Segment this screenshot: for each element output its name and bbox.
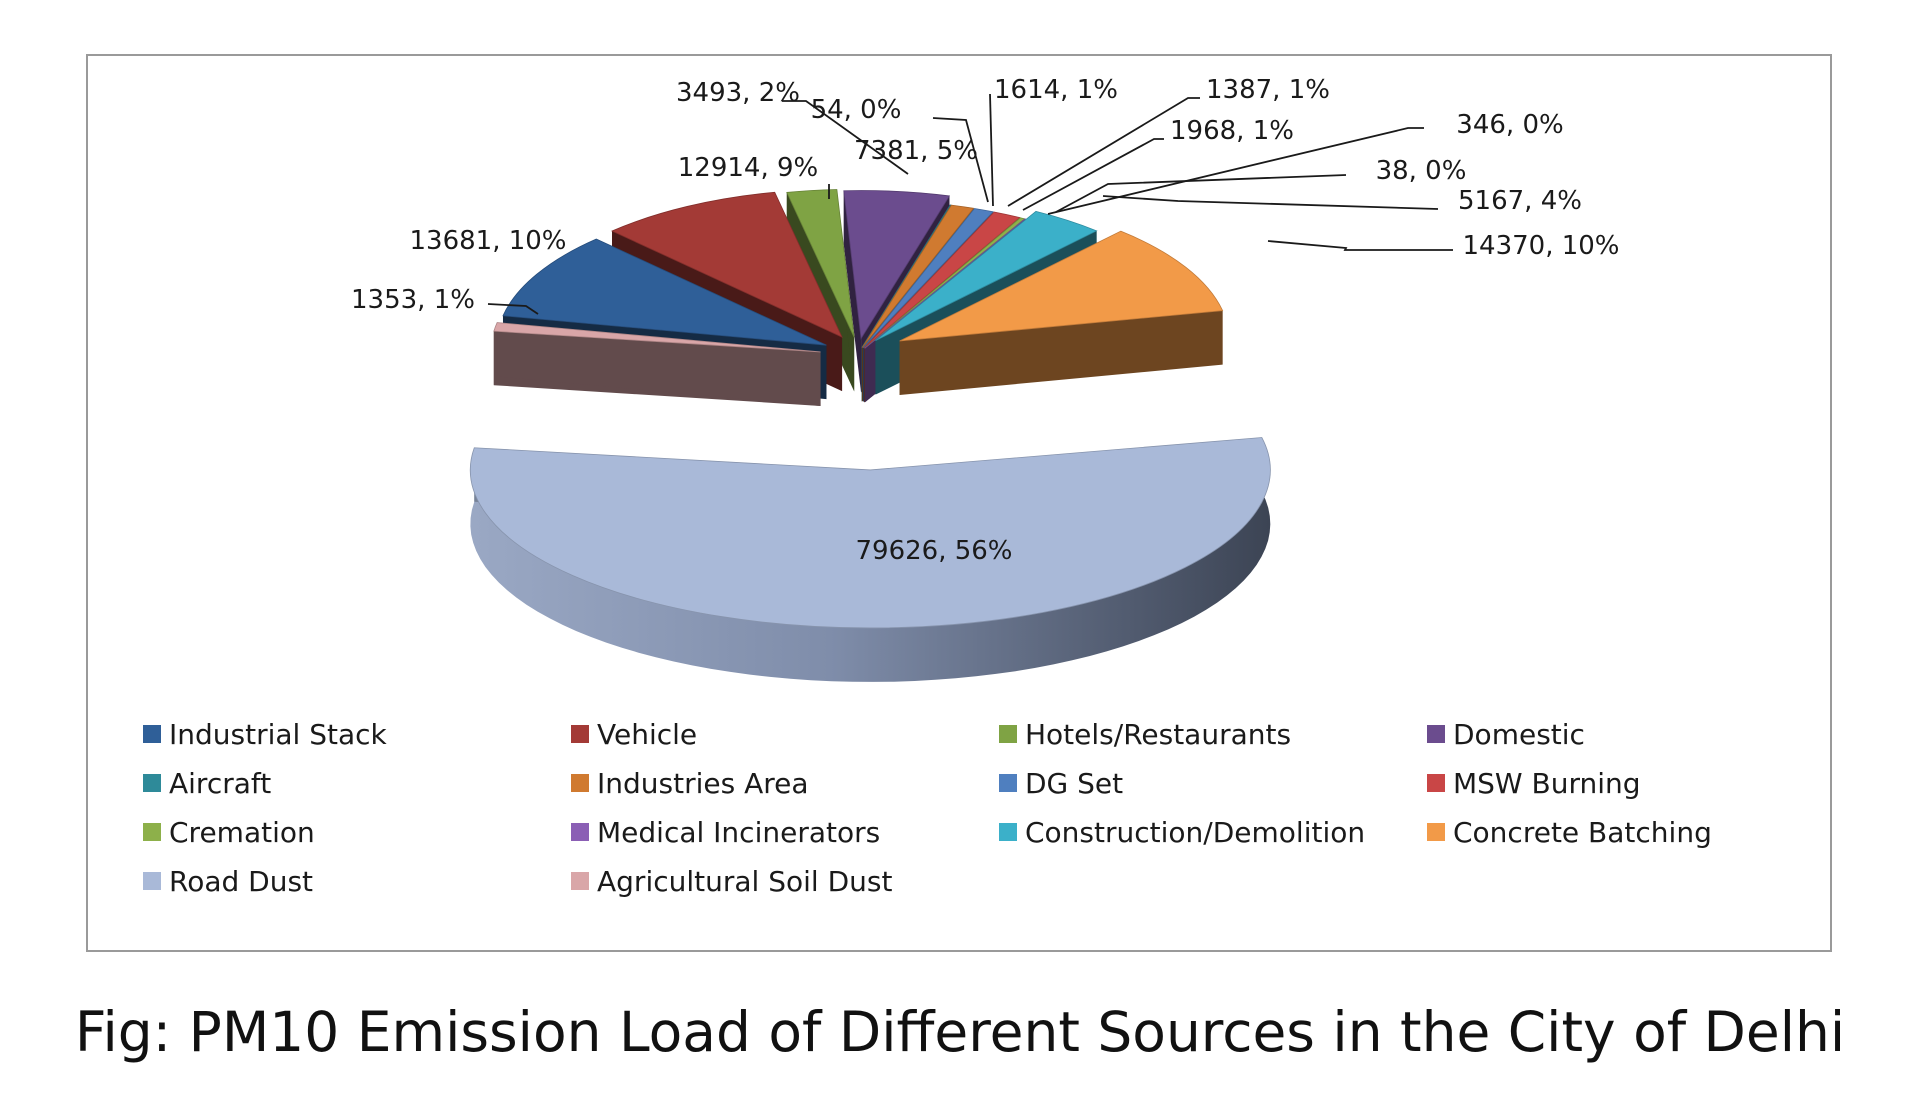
leader-lines: [487, 93, 1453, 315]
data-label-construction-demolition: 5167, 4%: [1458, 186, 1582, 216]
slice-cut-agricultural-soil-dust-1: [497, 322, 821, 406]
data-label-hotels-restaurants: 3493, 2%: [676, 78, 800, 108]
slice-top-vehicle: [611, 191, 843, 338]
leader-line-aircraft: [932, 117, 989, 203]
legend-label: DG Set: [1025, 766, 1124, 800]
chart-frame: 7381, 5% 54, 0% 1614, 1% 1387, 1% 1968, 1% 34…: [86, 54, 1832, 952]
data-label-vehicle: 12914, 9%: [678, 153, 819, 183]
legend-item-industrial-stack: Industrial Stack: [143, 717, 571, 751]
slice-top-msw-burning: [863, 211, 1021, 349]
legend-label: Vehicle: [597, 717, 698, 751]
legend-swatch: [571, 774, 589, 792]
legend: Industrial Stack Vehicle Hotels/Restaurant…: [143, 717, 1793, 898]
slice-agricultural-soil-dust: [493, 322, 821, 406]
legend-item-cremation: Cremation: [143, 815, 571, 849]
slice-top-domestic: [843, 190, 951, 340]
legend-swatch: [999, 823, 1017, 841]
data-labels: 7381, 5% 54, 0% 1614, 1% 1387, 1% 1968, 1% 34…: [351, 75, 1619, 566]
legend-item-industries-area: Industries Area: [571, 766, 999, 800]
data-label-agricultural-soil-dust: 1353, 1%: [351, 285, 475, 315]
slice-top-construction-demolition: [875, 210, 1098, 342]
legend-item-hotels-restaurants: Hotels/Restaurants: [999, 717, 1427, 751]
legend-label: Medical Incinerators: [597, 815, 881, 849]
data-label-industrial-stack: 13681, 10%: [409, 226, 566, 256]
legend-label: MSW Burning: [1453, 766, 1641, 800]
slice-top-concrete-batching: [899, 230, 1224, 342]
data-label-dg-set: 1387, 1%: [1206, 75, 1330, 105]
pie-slices: [469, 189, 1271, 682]
leader-line-construction-demolition: [1102, 195, 1439, 210]
slice-road-dust: [469, 437, 1271, 682]
legend-swatch: [143, 823, 161, 841]
slice-top-medical-incinerators: [864, 218, 1027, 349]
legend-item-road-dust: Road Dust: [143, 864, 571, 898]
data-label-cremation: 346, 0%: [1456, 110, 1563, 140]
figure-caption: Fig: PM10 Emission Load of Different Sou…: [74, 1000, 1846, 1064]
data-label-industries-area: 1614, 1%: [994, 75, 1118, 105]
slice-side-road-dust: [470, 437, 1271, 682]
legend-swatch: [571, 872, 589, 890]
legend-swatch: [1427, 774, 1445, 792]
pie-chart: 7381, 5% 54, 0% 1614, 1% 1387, 1% 1968, 1% 34…: [351, 75, 1620, 682]
legend-label: Industrial Stack: [169, 717, 387, 751]
legend-label: Concrete Batching: [1453, 815, 1712, 849]
data-label-domestic: 7381, 5%: [854, 136, 978, 166]
legend-swatch: [999, 725, 1017, 743]
legend-swatch: [571, 725, 589, 743]
legend-item-medical-incinerators: Medical Incinerators: [571, 815, 999, 849]
legend-item-construction-demolition: Construction/Demolition: [999, 815, 1427, 849]
legend-item-aircraft: Aircraft: [143, 766, 571, 800]
data-label-concrete-batching: 14370, 10%: [1462, 231, 1619, 261]
slice-top-agricultural-soil-dust: [493, 322, 821, 353]
legend-swatch: [143, 774, 161, 792]
slice-cut-concrete-batching-1: [899, 310, 1223, 395]
legend-label: Hotels/Restaurants: [1025, 717, 1292, 751]
legend-label: Cremation: [169, 815, 315, 849]
slice-top-dg-set: [862, 208, 994, 349]
legend-label: Industries Area: [597, 766, 809, 800]
legend-item-vehicle: Vehicle: [571, 717, 999, 751]
legend-item-dg-set: DG Set: [999, 766, 1427, 800]
leader-line-medical-incinerators: [1055, 174, 1347, 213]
legend-item-domestic: Domestic: [1427, 717, 1793, 751]
legend-label: Road Dust: [169, 864, 314, 898]
legend-item-msw-burning: MSW Burning: [1427, 766, 1793, 800]
legend-swatch: [143, 872, 161, 890]
leader-line-concrete-batching: [1267, 240, 1453, 251]
data-label-road-dust: 79626, 56%: [855, 536, 1012, 566]
leader-line-dg-set: [1007, 97, 1200, 207]
slice-top-aircraft: [861, 204, 952, 348]
leader-line-cremation: [1047, 127, 1424, 215]
legend-label: Aircraft: [169, 766, 272, 800]
slice-top-industrial-stack: [502, 238, 827, 346]
legend-swatch: [1427, 823, 1445, 841]
data-label-medical-incinerators: 38, 0%: [1376, 156, 1467, 186]
data-label-aircraft: 54, 0%: [811, 95, 902, 125]
legend-label: Construction/Demolition: [1025, 815, 1366, 849]
legend-swatch: [143, 725, 161, 743]
leader-line-industries-area: [989, 93, 994, 207]
legend-label: Agricultural Soil Dust: [597, 864, 893, 898]
leader-line-agricultural-soil-dust: [487, 303, 539, 315]
slice-top-road-dust: [469, 437, 1271, 629]
slice-concrete-batching: [899, 230, 1224, 395]
slice-top-industries-area: [861, 204, 975, 348]
legend-swatch: [1427, 725, 1445, 743]
slice-top-hotels-restaurants: [786, 189, 855, 338]
legend-swatch: [999, 774, 1017, 792]
leader-line-msw-burning: [1022, 138, 1164, 211]
legend-swatch: [571, 823, 589, 841]
leader-line-hotels-restaurants: [782, 100, 909, 175]
legend-item-agricultural-soil-dust: Agricultural Soil Dust: [571, 864, 999, 898]
data-label-msw-burning: 1968, 1%: [1170, 116, 1294, 146]
legend-label: Domestic: [1453, 717, 1585, 751]
slice-cut-domestic-0: [843, 190, 862, 393]
legend-item-concrete-batching: Concrete Batching: [1427, 815, 1793, 849]
